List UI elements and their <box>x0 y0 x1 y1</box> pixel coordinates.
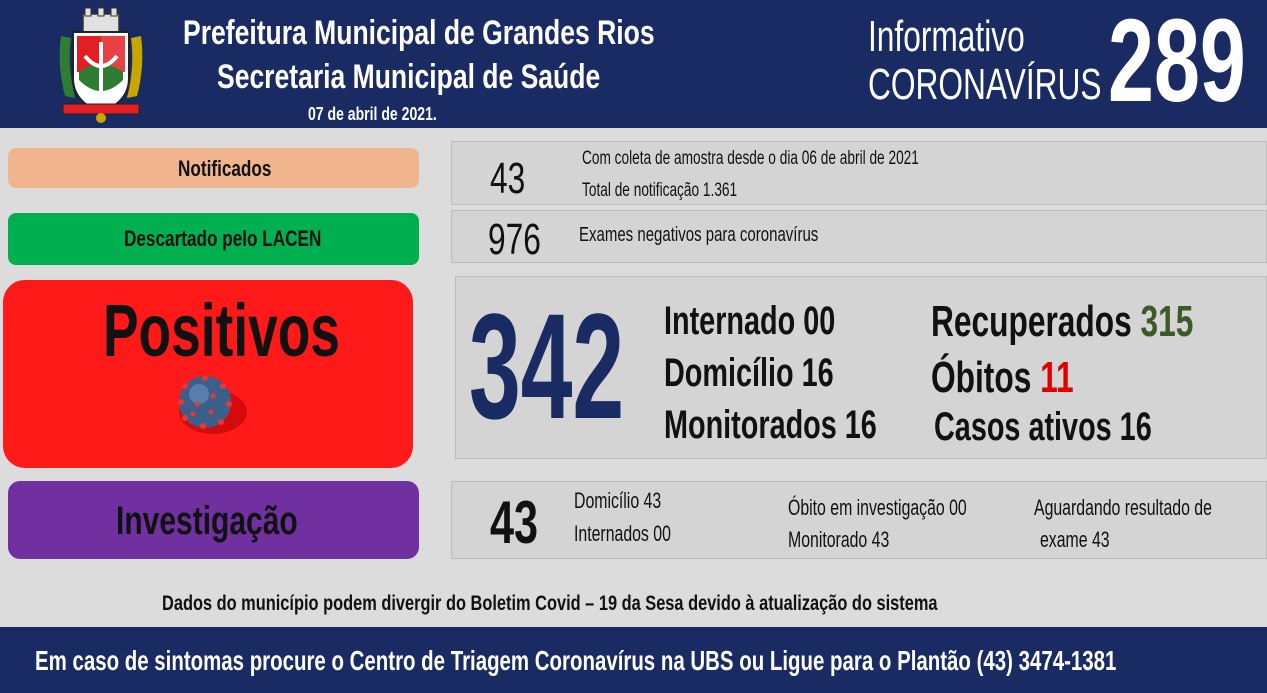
footer-contact-text: Em caso de sintomas procure o Centro de … <box>35 645 1117 676</box>
investigacao-domicilio: Domicílio 43 <box>574 488 662 513</box>
investigacao-pill: Investigação <box>8 481 419 559</box>
recuperados-value: 315 <box>1140 297 1194 346</box>
virus-icon <box>178 375 247 434</box>
investigacao-obito: Óbito em investigação 00 <box>788 495 967 520</box>
investigacao-panel: 43 Domicílio 43 Internados 00 Óbito em i… <box>451 481 1267 559</box>
investigacao-aguardando: Aguardando resultado de <box>1034 495 1212 520</box>
obitos-line: Óbitos 11 <box>931 353 1074 403</box>
descartado-label: Descartado pelo LACEN <box>124 226 322 251</box>
bulletin-date: 07 de abril de 2021. <box>308 104 437 124</box>
obitos-label: Óbitos <box>931 353 1032 402</box>
investigacao-value: 43 <box>490 489 539 556</box>
casos-ativos: Casos ativos 16 <box>934 405 1152 449</box>
obitos-value: 11 <box>1040 353 1074 402</box>
notificados-label: Notificados <box>178 156 272 181</box>
descartado-pill: Descartado pelo LACEN <box>8 213 419 265</box>
data-disclaimer: Dados do município podem divergir do Bol… <box>162 592 938 615</box>
notificados-value: 43 <box>490 154 526 203</box>
notificados-pill: Notificados <box>8 148 419 188</box>
header-banner: Prefeitura Municipal de Grandes Rios Sec… <box>0 0 1267 128</box>
recuperados-label: Recuperados <box>931 297 1132 346</box>
positivos-internado: Internado 00 <box>664 299 836 343</box>
positivos-domicilio: Domicílio 16 <box>664 351 834 395</box>
notificados-panel: 43 Com coleta de amostra desde o dia 06 … <box>451 141 1267 205</box>
investigacao-internados: Internados 00 <box>574 521 671 546</box>
footer-banner: Em caso de sintomas procure o Centro de … <box>0 627 1267 693</box>
descartado-panel: 976 Exames negativos para coronavírus <box>451 210 1267 264</box>
bulletin-number: 289 <box>1108 0 1246 127</box>
recuperados-line: Recuperados 315 <box>931 297 1193 347</box>
descartado-value: 976 <box>488 215 541 264</box>
positivos-pill: Positivos <box>3 280 413 468</box>
informativo-label: Informativo <box>868 12 1025 61</box>
notificados-note-total: Total de notificação 1.361 <box>582 180 738 201</box>
positivos-value: 342 <box>469 282 625 450</box>
prefeitura-title: Prefeitura Municipal de Grandes Rios <box>183 14 655 52</box>
investigacao-label: Investigação <box>116 499 298 543</box>
positivos-monitorados: Monitorados 16 <box>664 403 877 447</box>
municipal-coat-of-arms-logo <box>59 7 143 123</box>
notificados-note-collection: Com coleta de amostra desde o dia 06 de … <box>582 148 919 169</box>
investigacao-aguardando-exame: exame 43 <box>1040 527 1110 552</box>
coronavirus-label: CORONAVÍRUS <box>868 60 1102 109</box>
descartado-note: Exames negativos para coronavírus <box>579 224 819 246</box>
investigacao-monitorado: Monitorado 43 <box>788 527 890 552</box>
secretaria-title: Secretaria Municipal de Saúde <box>217 58 601 96</box>
positivos-panel: 342 Internado 00 Domicílio 16 Monitorado… <box>455 276 1267 459</box>
positivos-label: Positivos <box>103 289 340 372</box>
